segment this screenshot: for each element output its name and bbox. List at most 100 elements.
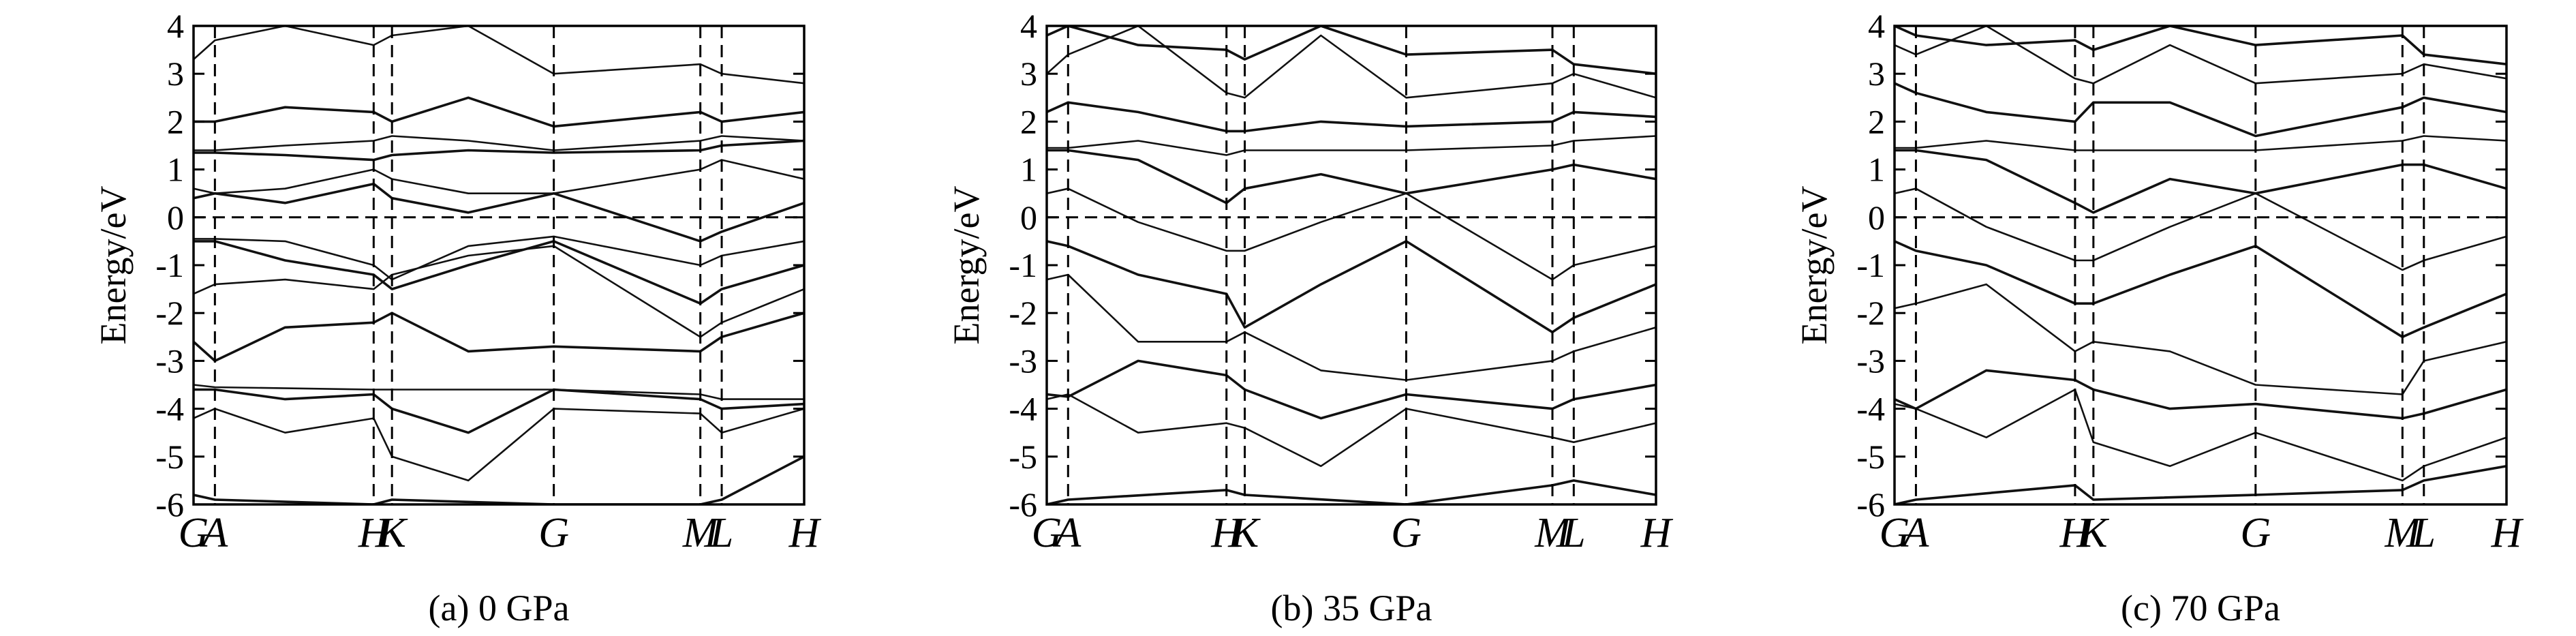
kpoint-label-a: A — [199, 510, 228, 556]
band-line-5 — [1047, 187, 1656, 281]
y-axis-label: Energy/eV — [1794, 186, 1835, 345]
ytick-label: 4 — [1868, 7, 1885, 45]
y-axis-label: Energy/eV — [946, 186, 987, 345]
band-line-10 — [1047, 26, 1656, 75]
band-line-2 — [194, 388, 804, 434]
band-line-9 — [194, 159, 804, 195]
ytick-label: 2 — [1020, 102, 1037, 140]
kpoint-label-h: H — [788, 510, 822, 556]
band-line-3 — [1895, 283, 2506, 395]
ytick-label: 2 — [1868, 102, 1885, 140]
band-line-5 — [1895, 187, 2506, 271]
ytick-label: -1 — [155, 246, 184, 284]
kpoint-label-a: A — [1052, 510, 1082, 556]
kpoint-label-h: H — [358, 510, 391, 556]
band-line-11 — [194, 135, 804, 151]
kpoint-label-l: L — [709, 510, 733, 556]
band-line-10 — [1895, 26, 2506, 65]
panel-caption: (c) 70 GPa — [2121, 588, 2280, 629]
kpoint-label-l: L — [1561, 510, 1585, 556]
ytick-label: -2 — [1009, 294, 1037, 332]
ytick-label: -2 — [155, 294, 184, 332]
ytick-label: -2 — [1856, 294, 1885, 332]
band-line-8 — [194, 182, 804, 243]
ytick-label: -5 — [1009, 438, 1037, 476]
kpoint-label-h: H — [1210, 510, 1244, 556]
ytick-label: -4 — [1009, 390, 1037, 428]
kpoint-label-k: K — [2079, 510, 2110, 556]
band-line-2 — [1895, 369, 2506, 420]
ytick-label: 0 — [1020, 198, 1037, 237]
band-line-7 — [1895, 135, 2506, 151]
ytick-label: 2 — [167, 102, 184, 140]
kpoint-label-m: M — [2385, 510, 2423, 556]
kpoint-label-g: G — [1880, 510, 1910, 556]
bands — [1895, 26, 2506, 504]
band-line-6 — [1047, 149, 1656, 205]
ytick-label: -6 — [1009, 485, 1037, 524]
kpoint-label-h: H — [2491, 510, 2524, 556]
ytick-label: -1 — [1009, 246, 1037, 284]
band-line-5 — [194, 245, 804, 338]
band-line-12 — [194, 96, 804, 128]
band-line-10 — [194, 139, 804, 162]
ytick-label: -6 — [1856, 485, 1885, 524]
band-line-0 — [1895, 465, 2506, 504]
band-line-0 — [1047, 479, 1656, 504]
band-line-4 — [1895, 240, 2506, 339]
band-line-4 — [1047, 240, 1656, 334]
band-line-1 — [1047, 393, 1656, 468]
band-line-13 — [194, 26, 804, 85]
kpoint-label-g: G — [1391, 510, 1422, 556]
band-line-1 — [1895, 389, 2506, 482]
kpoint-label-g: G — [179, 510, 209, 556]
band-line-0 — [194, 455, 804, 504]
kpoint-label-k: K — [1230, 510, 1261, 556]
panel-caption: (b) 35 GPa — [1271, 588, 1432, 629]
band-line-2 — [1047, 359, 1656, 420]
band-line-8 — [1047, 101, 1656, 133]
ytick-label: 1 — [1868, 151, 1885, 189]
kpoint-label-g: G — [1032, 510, 1062, 556]
kpoint-label-g: G — [538, 510, 569, 556]
ytick-label: -5 — [1856, 438, 1885, 476]
band-line-6 — [1895, 149, 2506, 214]
y-axis-label: Energy/eV — [93, 186, 134, 345]
band-line-3 — [1047, 273, 1656, 381]
ytick-label: -4 — [155, 390, 184, 428]
panel-caption: (a) 0 GPa — [429, 588, 570, 629]
ytick-label: 4 — [167, 7, 184, 45]
ytick-label: -1 — [1856, 246, 1885, 284]
bands — [1047, 26, 1656, 504]
ytick-label: -3 — [1009, 342, 1037, 380]
band-line-1 — [194, 408, 804, 482]
ytick-label: -3 — [1856, 342, 1885, 380]
band-line-9 — [1047, 26, 1656, 99]
band-line-3 — [194, 384, 804, 400]
ytick-label: 4 — [1020, 7, 1037, 45]
band-line-6 — [194, 240, 804, 305]
band-line-9 — [1895, 26, 2506, 85]
ytick-label: 1 — [1020, 151, 1037, 189]
kpoint-label-h: H — [2059, 510, 2093, 556]
ytick-label: -3 — [155, 342, 184, 380]
ytick-label: -4 — [1856, 390, 1885, 428]
ytick-label: 3 — [167, 55, 184, 93]
band-line-7 — [1047, 135, 1656, 156]
ytick-label: -6 — [155, 485, 184, 524]
ytick-label: 1 — [167, 151, 184, 189]
bands — [194, 26, 804, 504]
kpoint-label-k: K — [378, 510, 409, 556]
band-line-7 — [194, 235, 804, 281]
kpoint-label-g: G — [2240, 510, 2271, 556]
kpoint-label-m: M — [1534, 510, 1572, 556]
kpoint-label-m: M — [682, 510, 720, 556]
ytick-label: -5 — [155, 438, 184, 476]
kpoint-label-l: L — [2412, 510, 2436, 556]
band-line-4 — [194, 312, 804, 363]
ytick-label: 3 — [1868, 55, 1885, 93]
kpoint-label-h: H — [1640, 510, 1674, 556]
